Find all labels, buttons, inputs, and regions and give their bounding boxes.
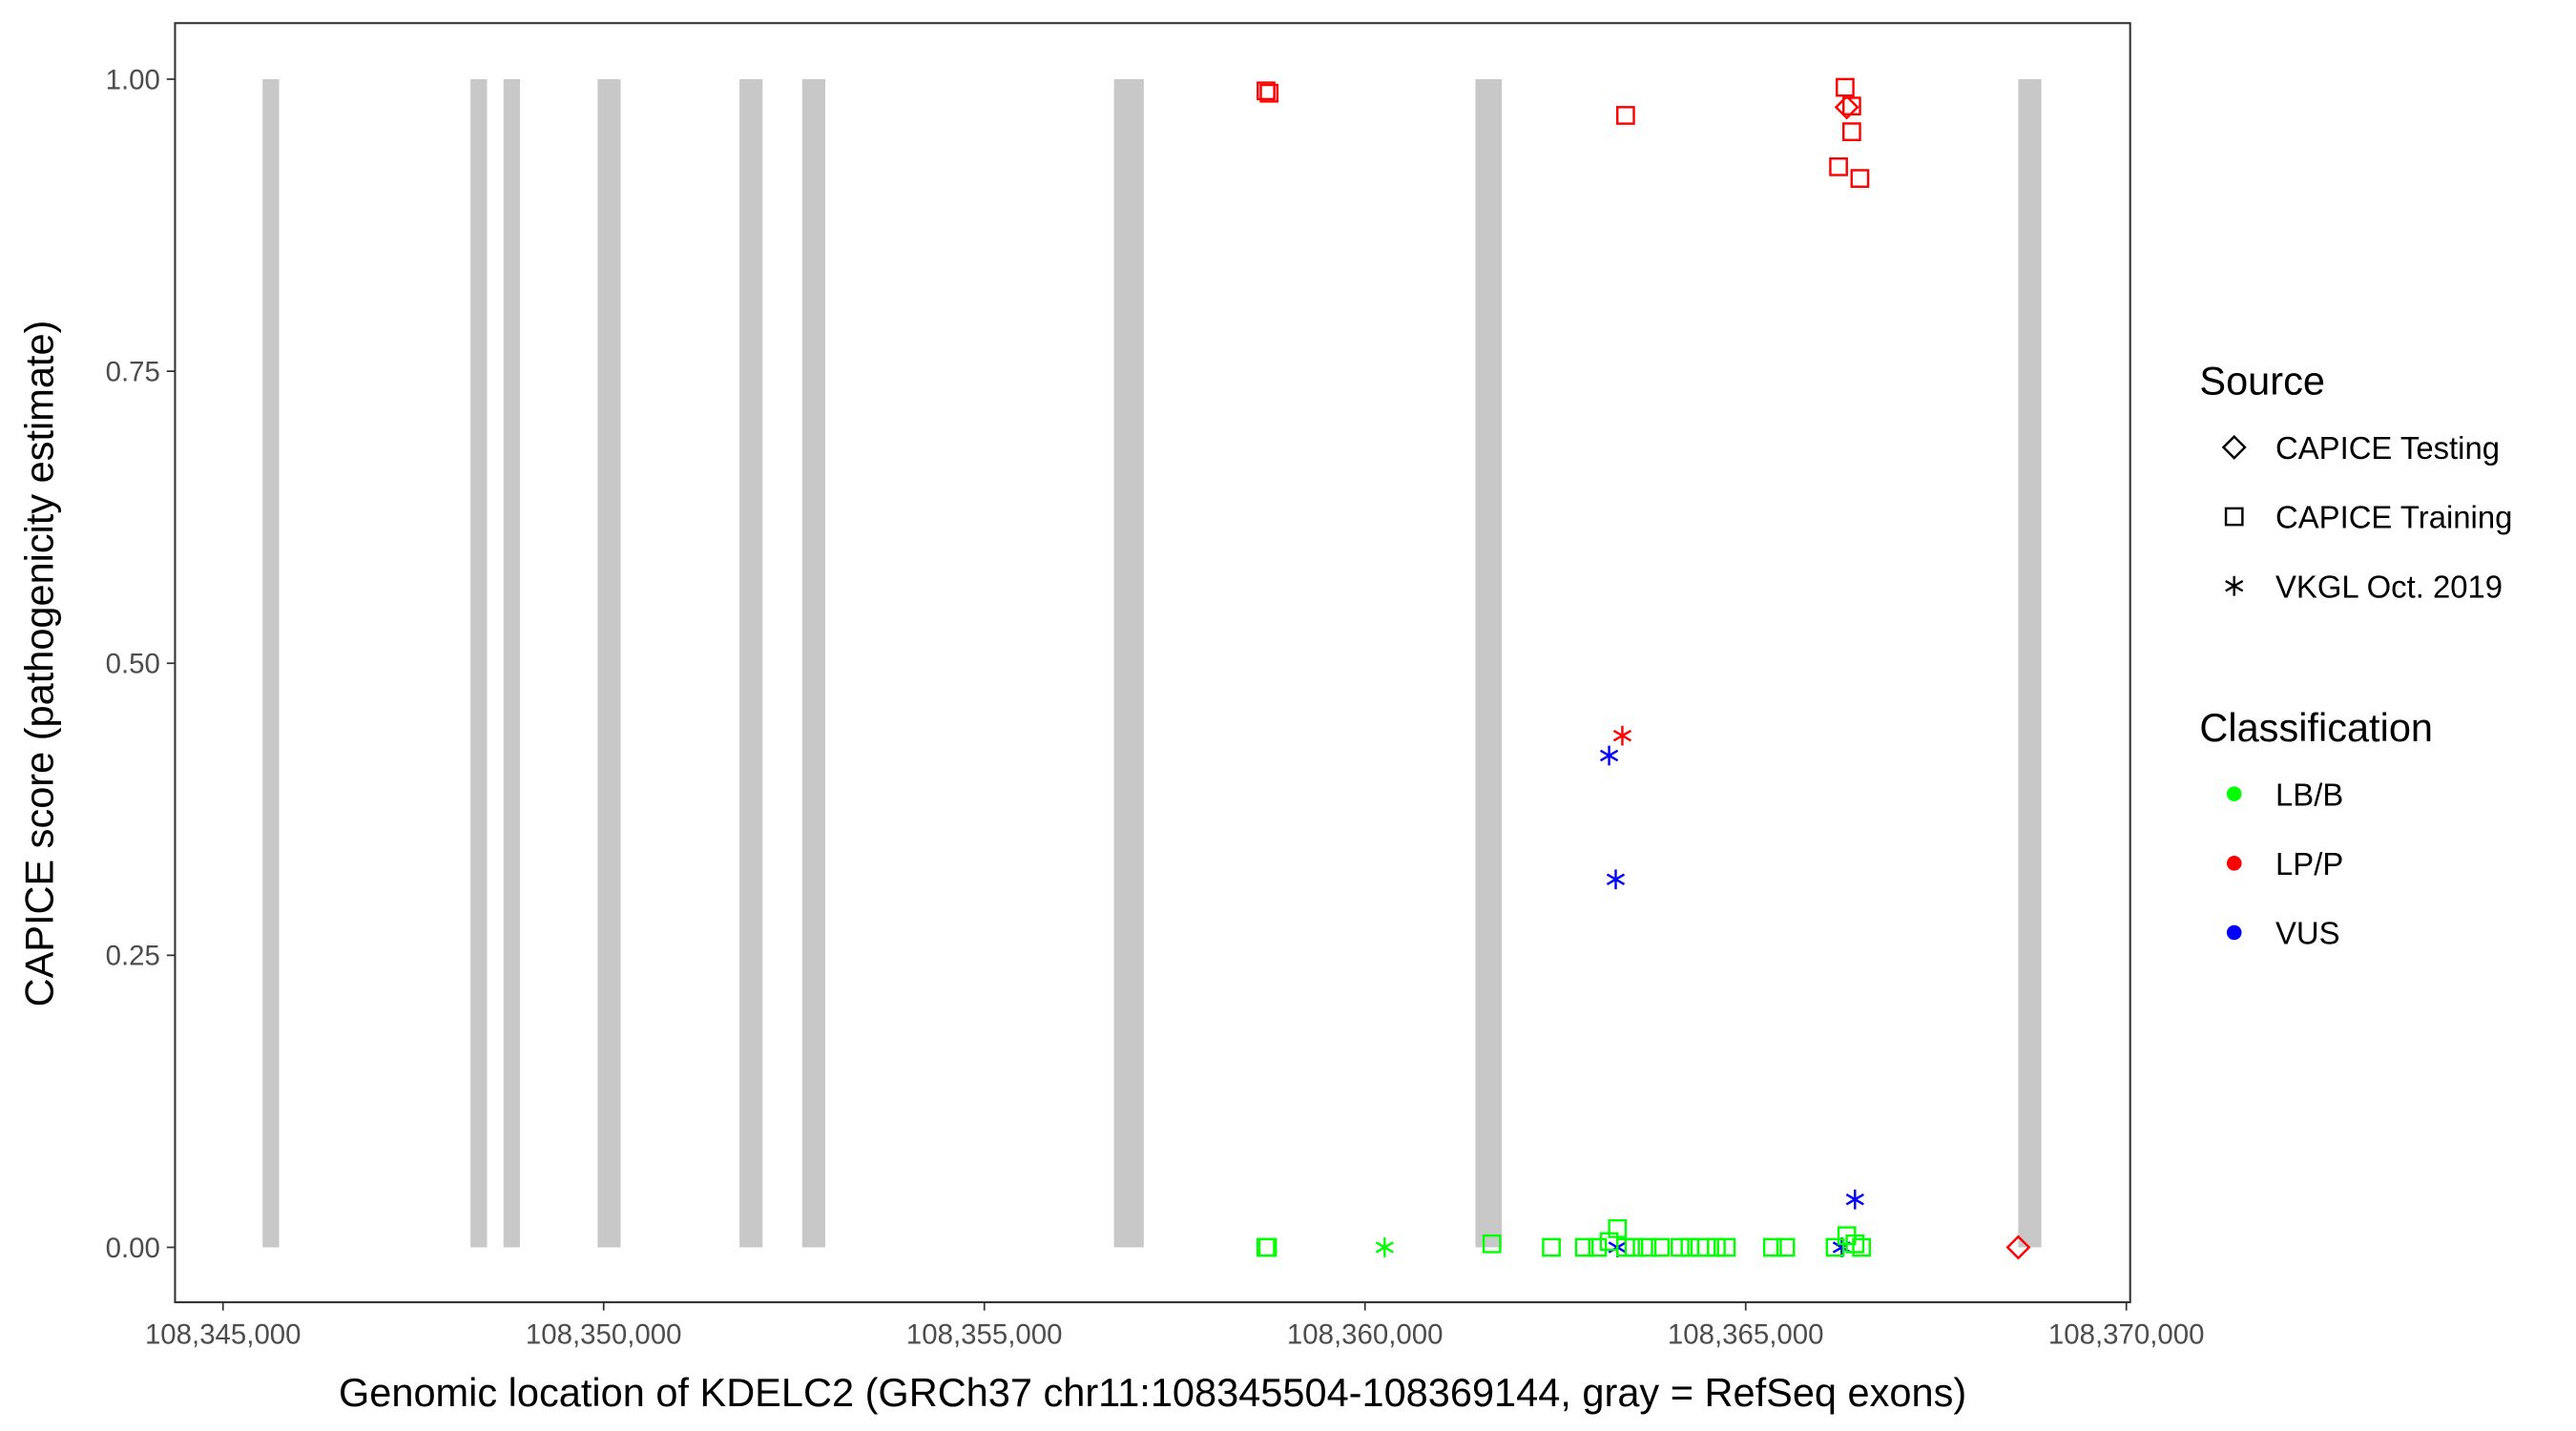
- y-tick-label: 1.00: [106, 64, 160, 95]
- point: [1612, 725, 1632, 746]
- asterisk-stroke: [1375, 1241, 1394, 1254]
- legend-symbol: [2226, 856, 2242, 871]
- x-tick-label: 108,365,000: [1668, 1318, 1824, 1350]
- point: [1716, 1237, 1736, 1257]
- legend-label: CAPICE Training: [2275, 500, 2512, 535]
- legend-title: Source: [2199, 359, 2325, 404]
- exon: [1113, 78, 1144, 1248]
- point: [1776, 1237, 1796, 1257]
- exon: [470, 78, 488, 1248]
- exon: [2018, 78, 2042, 1248]
- point: [2005, 1234, 2031, 1260]
- legend-symbol: [2224, 507, 2244, 527]
- point: [1257, 1237, 1278, 1257]
- point: [1852, 1237, 1872, 1257]
- asterisk-stroke: [1606, 873, 1626, 886]
- x-tick-label: 108,370,000: [2048, 1318, 2205, 1350]
- point: [1375, 1237, 1394, 1257]
- point: [1825, 1237, 1845, 1257]
- asterisk-stroke: [2225, 579, 2244, 592]
- point: [1850, 169, 1870, 188]
- point: [1599, 745, 1619, 766]
- asterisk-stroke: [1845, 1193, 1864, 1206]
- point: [1637, 1237, 1657, 1257]
- y-tick-label: 0.50: [106, 649, 160, 680]
- legend-symbol: [2226, 924, 2242, 941]
- legend-label: VUS: [2275, 916, 2340, 951]
- point: [1574, 1237, 1594, 1257]
- y-tick-label: 0.75: [106, 357, 160, 388]
- point: [1259, 83, 1279, 103]
- y-tick-label: 0.00: [106, 1233, 160, 1264]
- panel-border: [174, 22, 2131, 1304]
- exon: [739, 78, 763, 1248]
- point: [1829, 156, 1848, 176]
- point: [1671, 1237, 1690, 1257]
- point: [1836, 77, 1855, 97]
- exon: [503, 78, 521, 1248]
- x-axis-title: Genomic location of KDELC2 (GRCh37 chr11…: [339, 1370, 1966, 1415]
- legend-label: CAPICE Testing: [2275, 430, 2500, 466]
- exon: [1475, 78, 1503, 1248]
- x-tick-label: 108,350,000: [526, 1318, 682, 1350]
- y-axis-title: CAPICE score (pathogenicity estimate): [16, 321, 61, 1007]
- legend-symbol: [2225, 575, 2244, 596]
- legend-label: VKGL Oct. 2019: [2275, 569, 2503, 604]
- point: [1257, 81, 1276, 101]
- point: [1842, 122, 1861, 141]
- point: [1542, 1237, 1561, 1257]
- point: [1651, 1237, 1671, 1257]
- exon: [262, 78, 280, 1248]
- point: [1606, 869, 1626, 890]
- exon: [801, 78, 826, 1248]
- legend-symbol: [2226, 786, 2242, 801]
- point: [1608, 1219, 1628, 1238]
- asterisk-stroke: [1612, 729, 1632, 742]
- legend-label: LB/B: [2275, 777, 2343, 812]
- point: [1845, 1234, 1865, 1254]
- point: [1696, 1237, 1716, 1257]
- x-tick-label: 108,345,000: [145, 1318, 301, 1350]
- legend-title: Classification: [2199, 705, 2433, 750]
- legend-label: LP/P: [2275, 846, 2343, 881]
- point: [1834, 94, 1859, 120]
- exon: [597, 78, 621, 1248]
- y-tick-label: 0.25: [106, 941, 160, 972]
- point: [1845, 1189, 1864, 1210]
- point: [1616, 106, 1635, 125]
- point: [1707, 1237, 1726, 1257]
- legend-symbol: [2221, 434, 2247, 460]
- point: [1762, 1237, 1782, 1257]
- point: [1624, 1237, 1644, 1257]
- asterisk-stroke: [1599, 749, 1619, 762]
- x-tick-label: 108,355,000: [906, 1318, 1063, 1350]
- x-tick-label: 108,360,000: [1287, 1318, 1444, 1350]
- point: [1588, 1237, 1608, 1257]
- point: [1482, 1234, 1502, 1254]
